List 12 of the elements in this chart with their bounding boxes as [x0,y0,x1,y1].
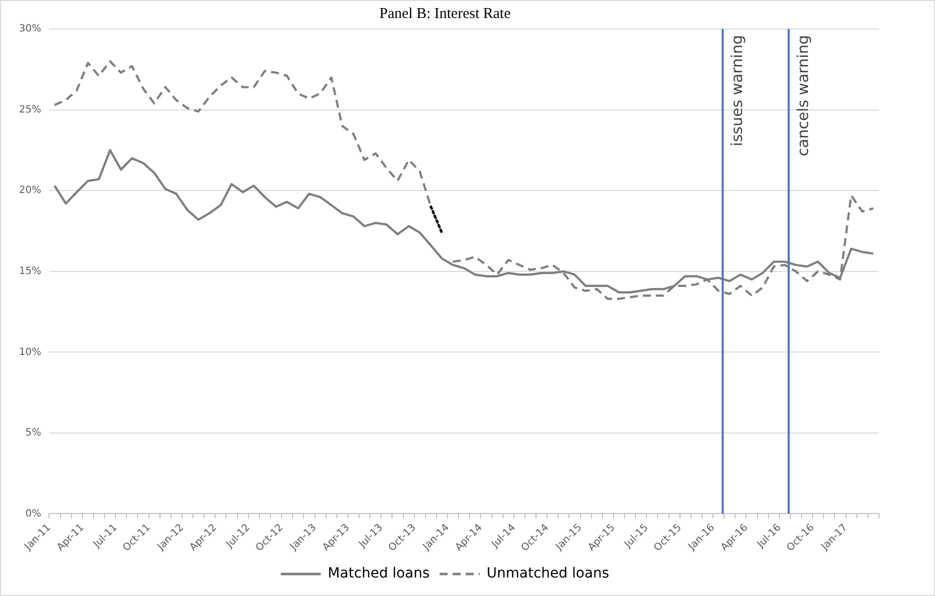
y-tick-label: 0% [25,508,42,520]
y-tick-label: 15% [18,266,42,277]
ref-line-label: cancels warning [794,35,812,156]
legend-label: Unmatched loans [486,566,610,582]
y-tick-label: 5% [25,428,42,439]
legend-label: Matched loans [328,566,430,582]
y-tick-label: 20% [18,185,42,196]
ref-line-label: issues warning [728,35,746,146]
y-tick-label: 30% [18,24,42,35]
y-tick-label: 25% [18,104,42,116]
chart-title: Panel B: Interest Rate [379,6,511,22]
y-tick-label: 10% [18,346,42,358]
